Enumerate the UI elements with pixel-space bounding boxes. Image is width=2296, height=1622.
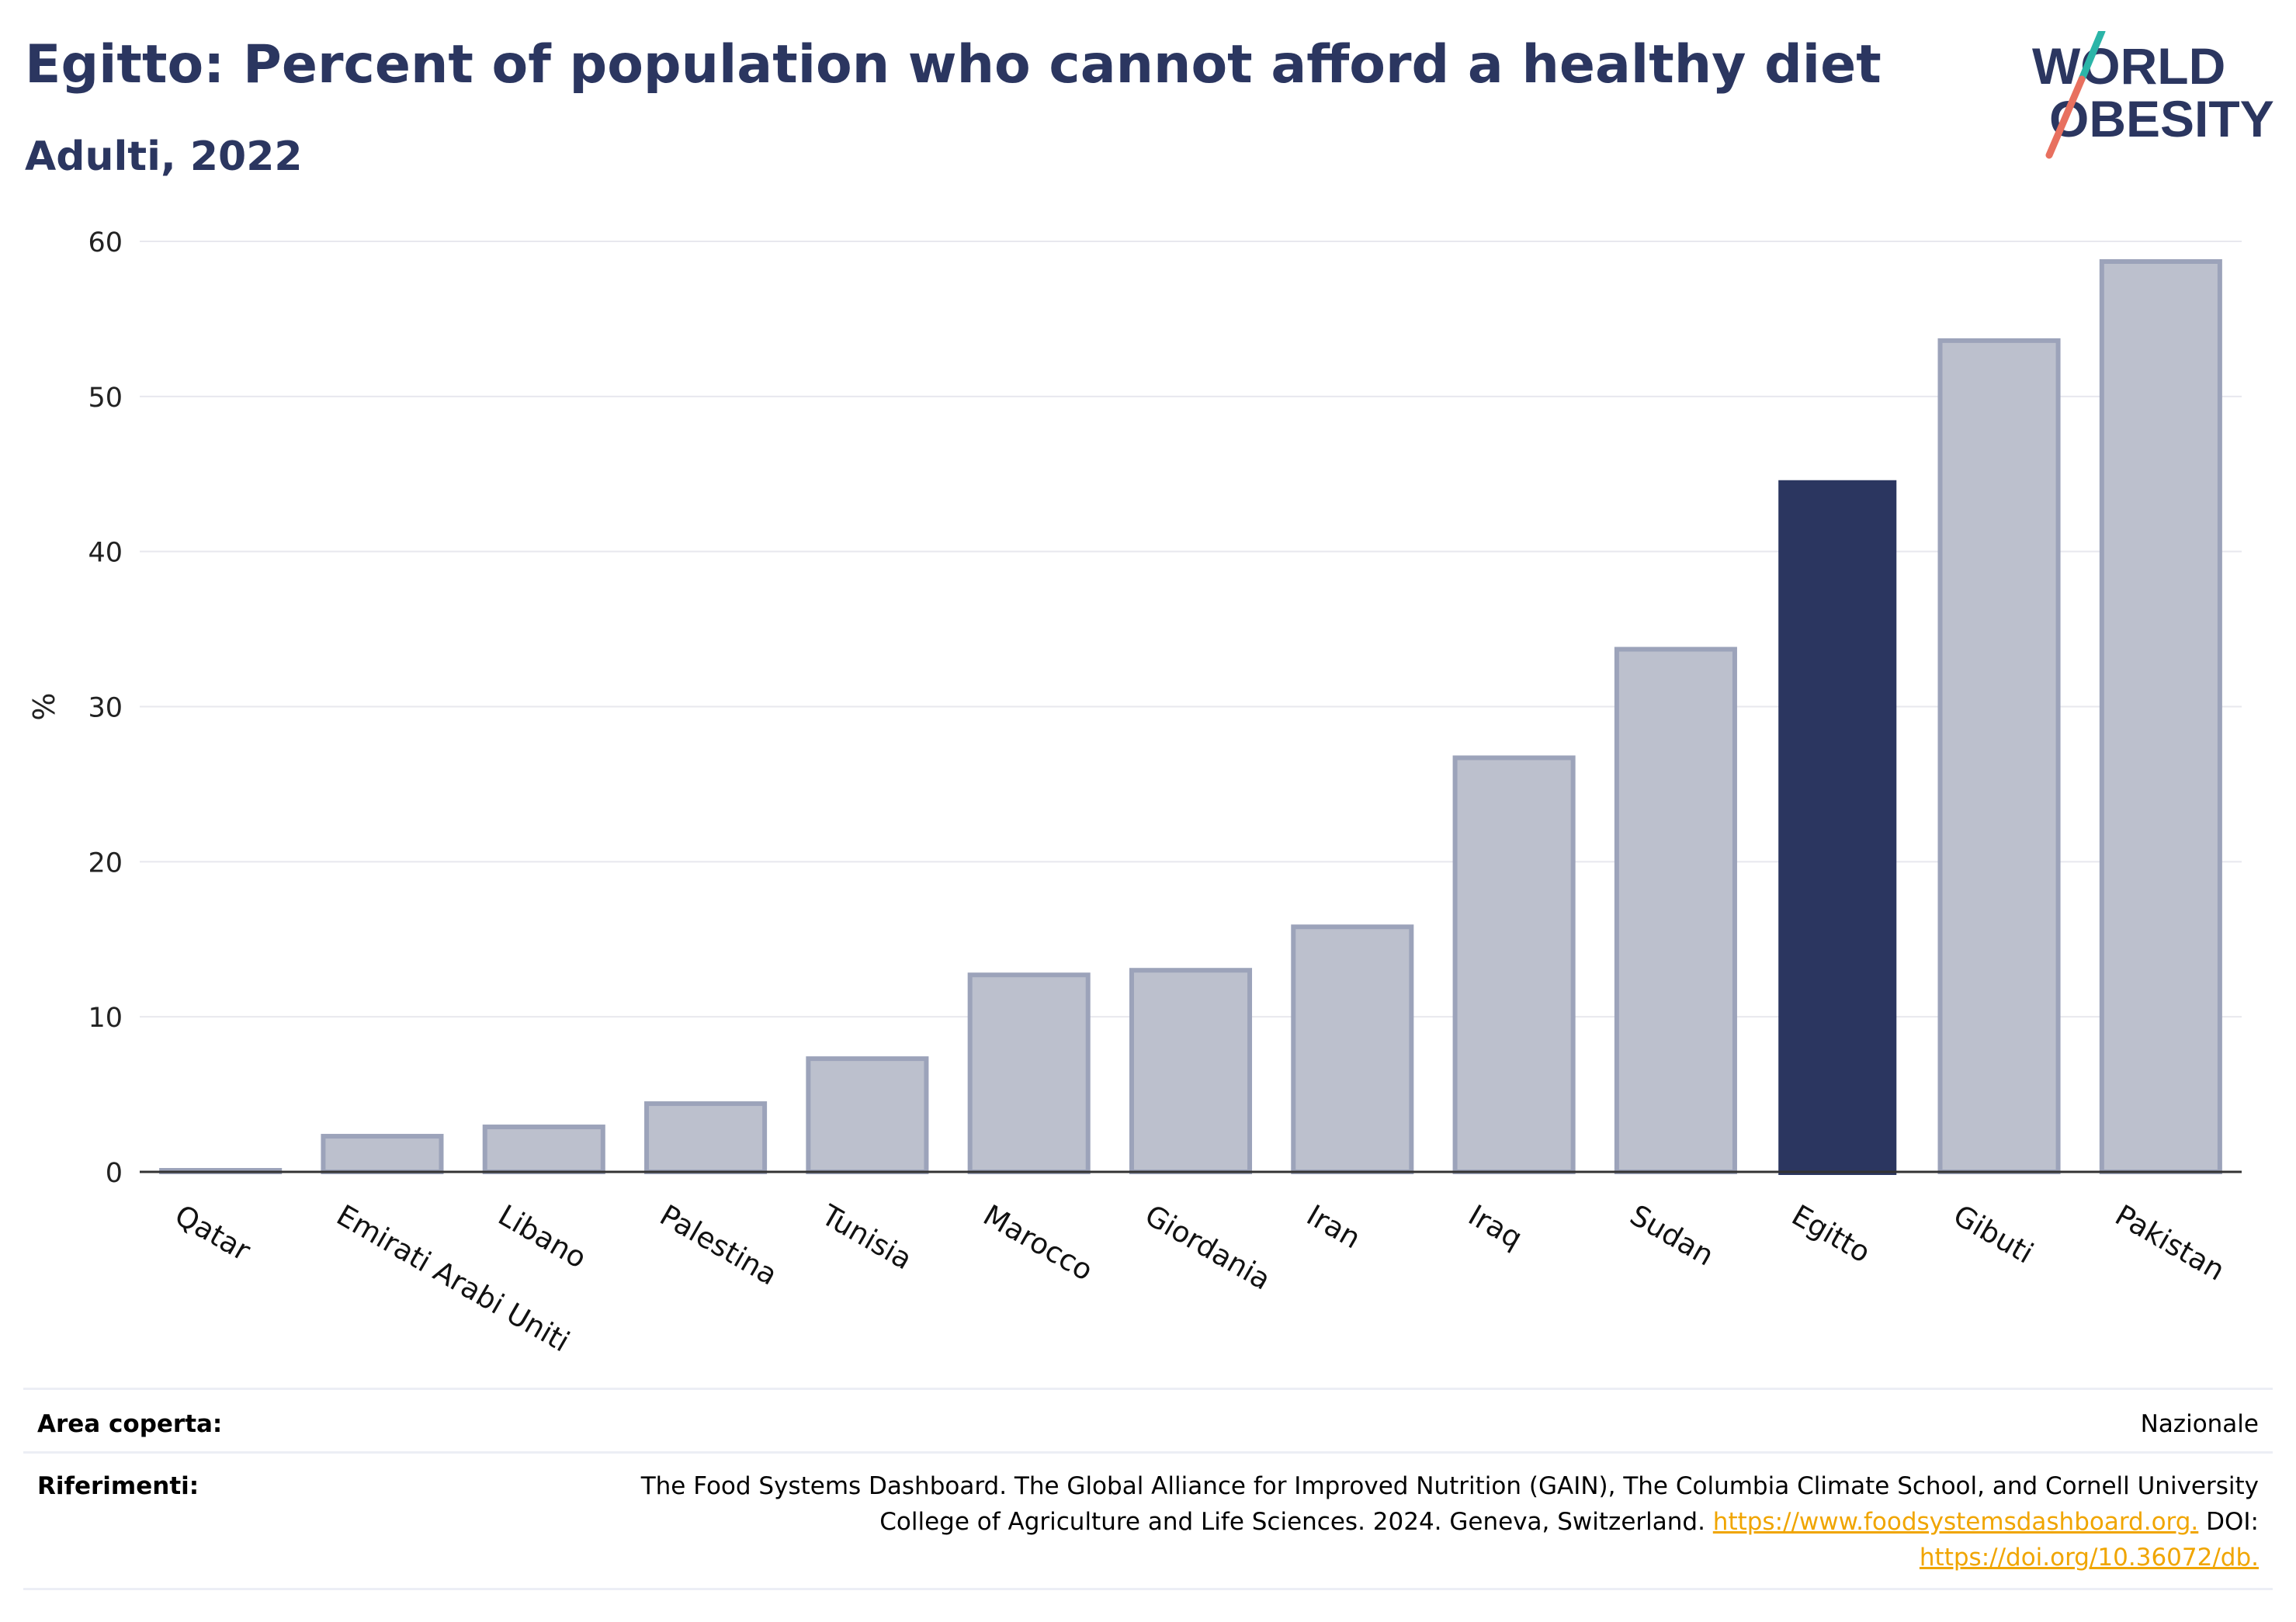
y-tick-label: 60 <box>88 227 123 258</box>
x-tick-label: Iran <box>1301 1198 1366 1255</box>
x-tick-label: Libano <box>493 1198 592 1275</box>
reference-line-1: The Food Systems Dashboard. The Global A… <box>640 1472 2259 1500</box>
y-axis-label: % <box>27 692 61 720</box>
bar-sudan <box>1614 646 1737 1174</box>
x-tick-label: Gibuti <box>1947 1198 2038 1270</box>
bar-palestina <box>644 1101 768 1175</box>
bar-gibuti <box>1937 338 2061 1175</box>
y-axis-ticks: 0 10 20 30 40 50 60 <box>88 227 123 1189</box>
reference-line-2-text: College of Agriculture and Life Sciences… <box>879 1508 1705 1536</box>
reference-line-2: College of Agriculture and Life Sciences… <box>641 1504 2259 1540</box>
y-tick-label: 40 <box>88 538 123 569</box>
bar-iraq <box>1452 755 1576 1174</box>
reference-line-3: https://doi.org/10.36072/db. <box>641 1540 2259 1575</box>
y-tick-label: 0 <box>106 1158 123 1189</box>
chart-grid <box>140 241 2242 1018</box>
x-tick-label: Sudan <box>1625 1198 1719 1273</box>
references-row: Riferimenti: The Food Systems Dashboard.… <box>23 1468 2273 1585</box>
footer-divider-bottom <box>23 1588 2273 1590</box>
references-label: Riferimenti: <box>37 1472 199 1500</box>
y-tick-label: 10 <box>88 1003 123 1034</box>
x-tick-label: Tunisia <box>815 1198 917 1277</box>
x-tick-label: Giordania <box>1139 1198 1276 1297</box>
coverage-value: Nazionale <box>2140 1410 2259 1438</box>
chart-bars <box>159 258 2222 1175</box>
bar-libano <box>482 1125 605 1175</box>
world-obesity-logo: WORLD OBESITY <box>2032 31 2274 159</box>
x-tick-label: Pakistan <box>2110 1198 2231 1288</box>
logo-text-world: WORLD <box>2032 37 2225 95</box>
doi-label: DOI: <box>2206 1508 2259 1536</box>
x-tick-label: Palestina <box>654 1198 783 1292</box>
doi-link[interactable]: https://doi.org/10.36072/db. <box>1919 1544 2259 1572</box>
logo-text-obesity: OBESITY <box>2049 90 2274 147</box>
page-title: Egitto: Percent of population who cannot… <box>25 34 1882 95</box>
x-tick-label: Qatar <box>169 1198 256 1268</box>
coverage-row: Area coperta: Nazionale <box>23 1406 2273 1442</box>
bar-egitto <box>1778 480 1897 1175</box>
logo-slash-teal <box>2078 31 2106 83</box>
coverage-label: Area coperta: <box>37 1410 223 1438</box>
bar-tunisia <box>806 1056 929 1175</box>
bar-marocco <box>967 972 1091 1174</box>
dashboard-link[interactable]: https://www.foodsystemsdashboard.org. <box>1712 1508 2199 1536</box>
x-tick-label: Egitto <box>1786 1198 1876 1270</box>
footer-divider-mid <box>23 1451 2273 1454</box>
y-tick-label: 30 <box>88 693 123 724</box>
y-tick-label: 20 <box>88 847 123 879</box>
bar-iran <box>1291 924 1414 1174</box>
y-tick-label: 50 <box>88 383 123 414</box>
x-tick-label: Marocco <box>978 1198 1099 1288</box>
bar-giordania <box>1129 968 1253 1174</box>
bar-pakistan <box>2099 258 2222 1174</box>
footer-divider-top <box>23 1388 2273 1390</box>
page-subtitle: Adulti, 2022 <box>25 133 303 180</box>
bar-emirati-arabi-uniti <box>321 1134 444 1174</box>
x-tick-label: Iraq <box>1462 1198 1528 1255</box>
logo-slash-coral <box>2045 75 2086 159</box>
references-text: The Food Systems Dashboard. The Global A… <box>641 1468 2259 1575</box>
